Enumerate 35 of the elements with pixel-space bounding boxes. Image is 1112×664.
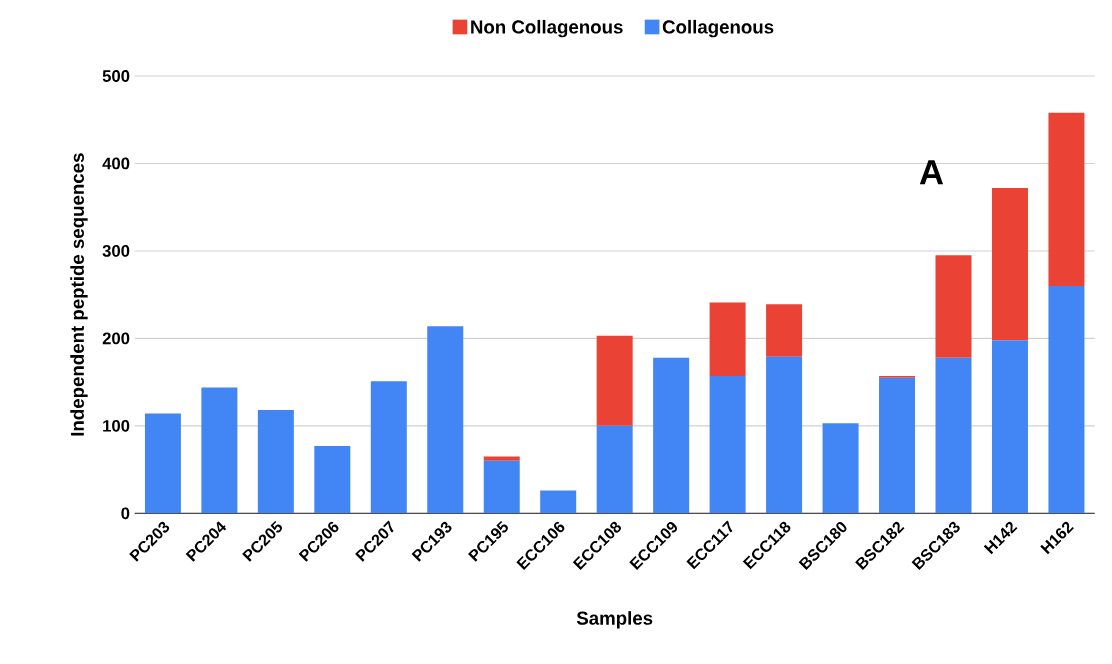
bar <box>991 340 1028 514</box>
bar <box>1048 112 1085 286</box>
bar <box>766 304 803 357</box>
bar <box>935 357 972 514</box>
bar <box>709 376 746 514</box>
bar <box>540 490 577 514</box>
annotation: A <box>919 160 944 185</box>
bar <box>653 357 690 514</box>
y-tick-label: 200 <box>102 332 130 345</box>
bar <box>879 377 916 514</box>
bar <box>201 387 238 514</box>
y-tick-label: 500 <box>102 70 130 82</box>
legend-label: Non Collagenous <box>471 19 623 38</box>
bar <box>144 413 181 514</box>
y-tick-label: 100 <box>103 419 130 432</box>
bar <box>257 410 294 514</box>
legend-label: Collagenous <box>662 19 774 38</box>
bar <box>314 445 351 514</box>
bar <box>822 423 859 514</box>
bar <box>709 302 746 377</box>
y-tick-label: 300 <box>102 245 130 257</box>
bar <box>596 335 633 426</box>
bar <box>1048 285 1085 514</box>
y-tick-label: 0 <box>121 507 130 520</box>
bar <box>935 255 972 358</box>
bar <box>483 460 520 514</box>
y-axis-title: Independent peptide sequences <box>70 153 88 436</box>
bar <box>370 381 407 514</box>
bar <box>596 425 633 514</box>
bar <box>427 326 464 514</box>
bar <box>766 356 803 514</box>
y-tick-label: 400 <box>102 157 130 170</box>
bar <box>991 187 1028 341</box>
x-axis-title: Samples <box>576 611 653 629</box>
bar <box>483 456 520 461</box>
